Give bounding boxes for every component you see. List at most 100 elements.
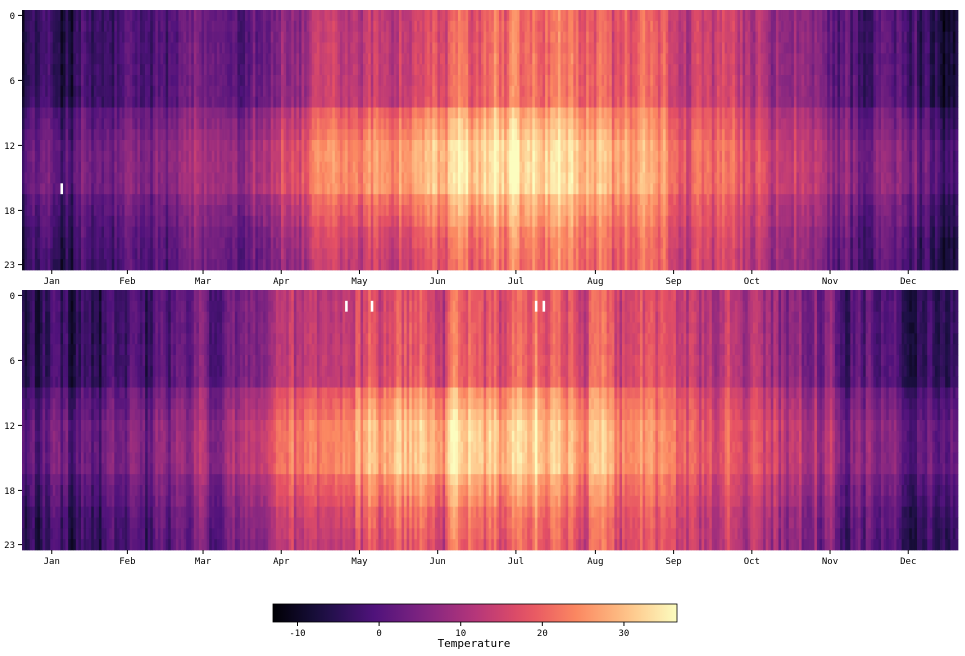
- heatmap-cell: [339, 85, 343, 98]
- heatmap-cell: [242, 161, 246, 173]
- heatmap-cell: [393, 118, 397, 130]
- heatmap-cell: [206, 129, 210, 141]
- heatmap-cell: [180, 118, 184, 130]
- heatmap-cell: [457, 96, 461, 108]
- heatmap-cell: [332, 96, 336, 108]
- heatmap-cell: [260, 75, 264, 87]
- heatmap-cell: [306, 85, 310, 98]
- heatmap-cell: [345, 226, 349, 238]
- heatmap-cell: [155, 226, 159, 238]
- heatmap-cell: [137, 248, 141, 260]
- heatmap-cell: [552, 205, 556, 217]
- heatmap-cell: [127, 150, 131, 163]
- heatmap-cell: [486, 107, 490, 119]
- heatmap-cell: [409, 53, 413, 65]
- heatmap-cell: [322, 215, 325, 228]
- heatmap-cell: [288, 161, 292, 173]
- heatmap-cell: [139, 226, 143, 238]
- heatmap-cell: [224, 75, 228, 87]
- heatmap-cell: [283, 194, 287, 206]
- heatmap-cell: [522, 172, 525, 184]
- heatmap-cell: [470, 161, 474, 173]
- heatmap-cell: [37, 140, 41, 152]
- heatmap-cell: [37, 107, 41, 119]
- heatmap-cell: [416, 10, 420, 22]
- heatmap-cell: [263, 129, 266, 141]
- heatmap-cell: [493, 31, 497, 43]
- heatmap-cell: [45, 85, 48, 98]
- heatmap-cell: [342, 10, 346, 22]
- heatmap-cell: [434, 31, 438, 43]
- heatmap-cell: [255, 194, 259, 206]
- heatmap-cell: [39, 10, 43, 22]
- heatmap-cell: [132, 140, 136, 152]
- heatmap-cell: [493, 259, 497, 271]
- heatmap-cell: [122, 259, 125, 271]
- heatmap-cell: [463, 107, 466, 119]
- heatmap-cell: [470, 20, 474, 33]
- heatmap-cell: [70, 42, 74, 54]
- heatmap-cell: [334, 172, 338, 184]
- heatmap-cell: [524, 129, 528, 141]
- heatmap-cell: [270, 194, 274, 206]
- heatmap-cell: [355, 215, 359, 228]
- heatmap-cell: [93, 107, 97, 119]
- heatmap-cell: [370, 237, 374, 249]
- heatmap-cell: [137, 118, 141, 130]
- heatmap-cell: [547, 172, 551, 184]
- heatmap-cell: [96, 107, 100, 119]
- heatmap-cell: [352, 75, 356, 87]
- heatmap-cell: [378, 161, 382, 173]
- heatmap-cell: [157, 75, 161, 87]
- heatmap-cell: [516, 150, 520, 163]
- heatmap-cell: [532, 85, 536, 98]
- heatmap-cell: [324, 118, 328, 130]
- heatmap-cell: [306, 140, 310, 152]
- heatmap-cell: [450, 129, 454, 141]
- heatmap-cell: [178, 150, 182, 163]
- heatmap-cell: [191, 140, 195, 152]
- heatmap-cell: [245, 53, 249, 65]
- heatmap-cell: [442, 140, 446, 152]
- heatmap-cell: [542, 107, 546, 119]
- heatmap-cell: [163, 129, 166, 141]
- heatmap-cell: [347, 85, 351, 98]
- heatmap-cell: [306, 226, 310, 238]
- heatmap-cell: [329, 20, 333, 33]
- heatmap-cell: [242, 53, 246, 65]
- heatmap-cell: [83, 10, 87, 22]
- heatmap-cell: [119, 215, 123, 228]
- heatmap-cell: [378, 96, 382, 108]
- heatmap-cell: [227, 96, 231, 108]
- heatmap-cell: [119, 237, 123, 249]
- heatmap-cell: [186, 10, 190, 22]
- heatmap-cell: [129, 150, 133, 163]
- heatmap-cell: [450, 226, 454, 238]
- heatmap-cell: [301, 75, 305, 87]
- heatmap-cell: [116, 64, 120, 76]
- heatmap-cell: [363, 85, 366, 98]
- heatmap-cell: [219, 53, 223, 65]
- heatmap-cell: [163, 205, 166, 217]
- heatmap-cell: [29, 172, 33, 184]
- heatmap-cell: [547, 237, 551, 249]
- heatmap-cell: [263, 42, 266, 54]
- heatmap-cell: [229, 140, 233, 152]
- heatmap-cell: [306, 237, 310, 249]
- heatmap-cell: [55, 183, 59, 195]
- heatmap-cell: [34, 85, 38, 98]
- heatmap-cell: [263, 172, 266, 184]
- heatmap-cell: [83, 53, 87, 65]
- heatmap-cell: [460, 194, 464, 206]
- heatmap-cell: [486, 42, 490, 54]
- heatmap-cell: [70, 31, 74, 43]
- heatmap-cell: [111, 248, 115, 260]
- heatmap-cell: [470, 259, 474, 271]
- heatmap-cell: [34, 53, 38, 65]
- heatmap-cell: [363, 237, 366, 249]
- heatmap-cell: [206, 259, 210, 271]
- heatmap-cell: [288, 96, 292, 108]
- heatmap-cell: [80, 64, 84, 76]
- heatmap-cell: [278, 161, 282, 173]
- heatmap-cell: [170, 226, 174, 238]
